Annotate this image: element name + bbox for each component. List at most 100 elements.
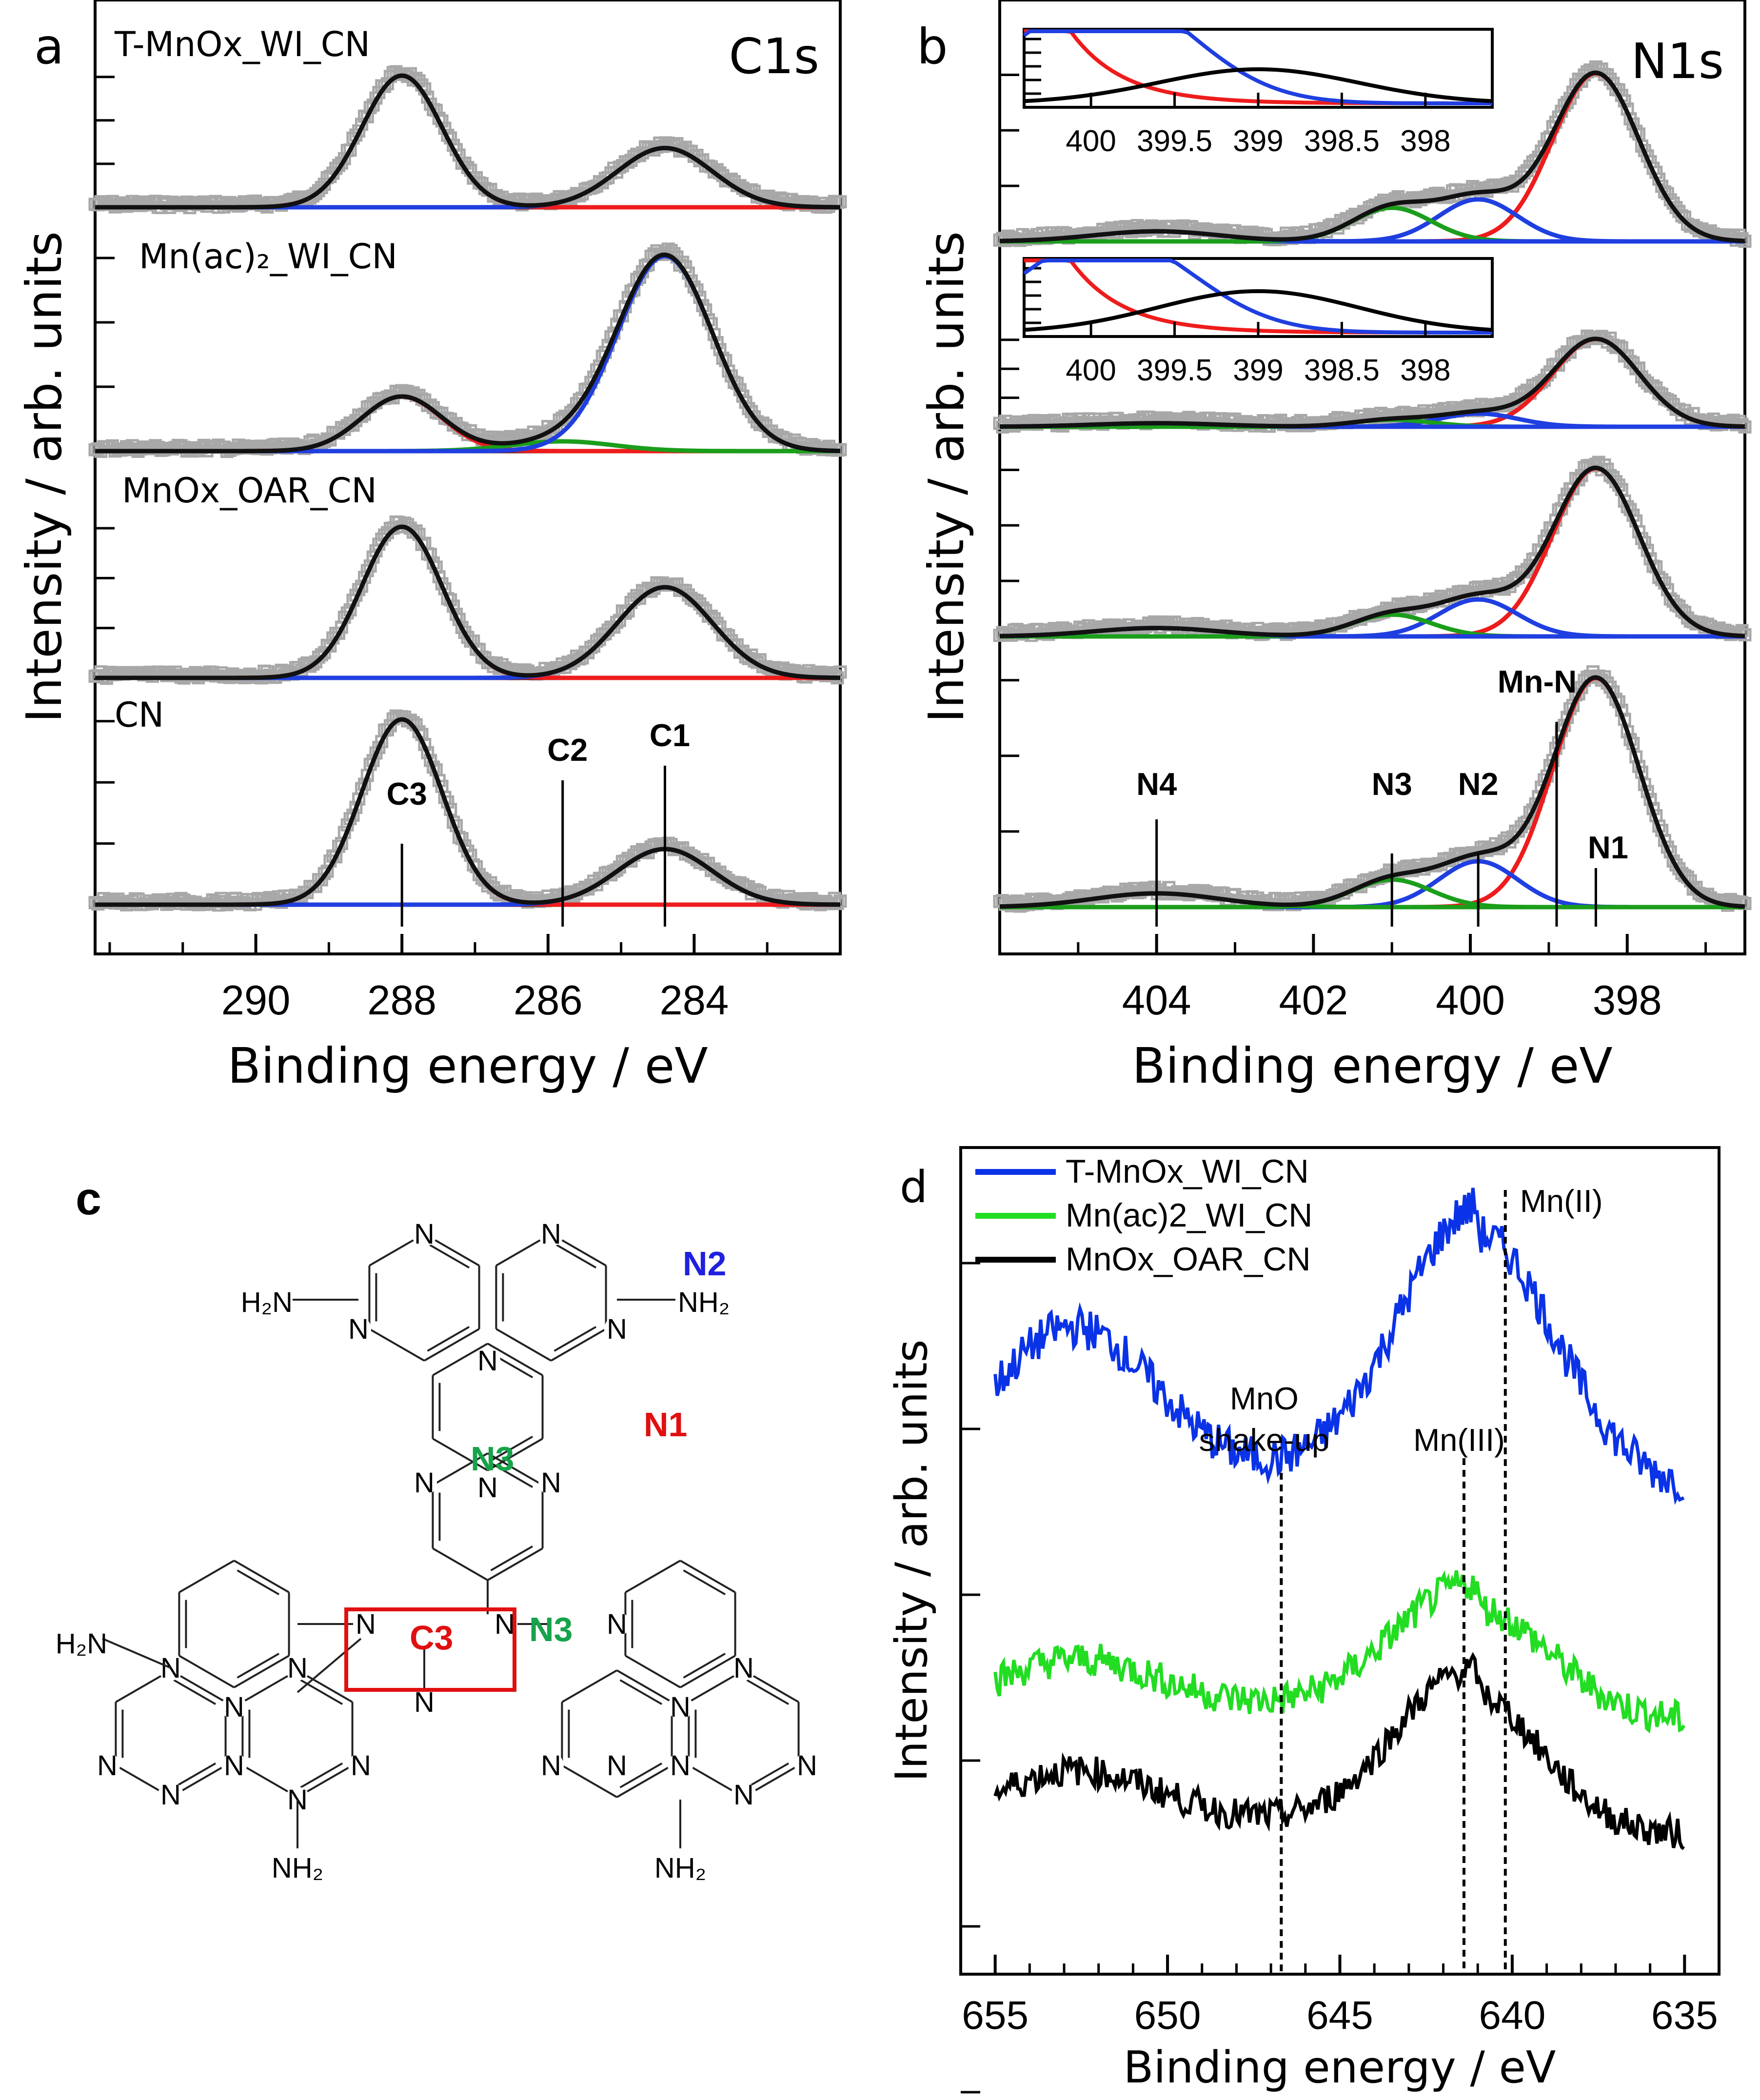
data-point [323, 639, 337, 653]
bond-double [173, 1679, 217, 1705]
legend-label: Mn(ac)2_WI_CN [1066, 1197, 1312, 1234]
inset-1: 400 399.5 399 398.5 398 [1023, 28, 1494, 158]
atom-n: N [224, 1750, 244, 1782]
peak-label-n4: N4 [1136, 766, 1177, 802]
bond [487, 1452, 543, 1486]
inset-x-tick-label: 398.5 [1304, 124, 1380, 158]
bond-double [490, 1462, 534, 1488]
atom-bg [158, 1782, 183, 1807]
bond [297, 1638, 362, 1693]
atom-bg [285, 1655, 310, 1681]
peak-label-n3: N3 [1372, 766, 1412, 802]
data-point [366, 98, 380, 112]
bond-double [490, 1545, 534, 1571]
bond [178, 1655, 235, 1688]
label-n2: N2 [683, 1245, 726, 1283]
panel-d-x-axis: 655 650 645 640 635 [962, 1955, 1718, 2038]
bond-double [619, 1679, 663, 1705]
inset-2: 400 399.5 399 398.5 398 [1023, 257, 1494, 387]
series-label-mnac2: Mn(ac)₂_WI_CN [139, 237, 397, 277]
atom-bg [668, 1694, 693, 1720]
bond [424, 1328, 480, 1362]
panel-d-letter: d [900, 1162, 928, 1213]
panel-b-n1s: b N1s 400 399.5 399 398.5 398 400 399.5 399 398.… [917, 0, 1752, 1094]
panel-a-title: C1s [729, 28, 819, 85]
spectrum-green [993, 1570, 1685, 1734]
bond-double [427, 1243, 470, 1269]
legend-label: T-MnOx_WI_CN [1066, 1153, 1309, 1190]
bond-double [683, 1569, 726, 1596]
inset-blue [1023, 29, 1493, 105]
panel-a-ylabel: Intensity / arb. units [16, 231, 73, 723]
bond [616, 1669, 672, 1703]
bond [550, 1328, 607, 1362]
bond-double [746, 1679, 790, 1705]
bond-double [427, 1326, 470, 1352]
atom-bg [668, 1753, 693, 1778]
fit-envelope [95, 717, 841, 907]
reference-label: shake-up [1199, 1422, 1329, 1458]
atom-n: N [541, 1218, 561, 1250]
atom-n: N [670, 1691, 691, 1723]
spectrum-1 [993, 60, 1752, 248]
bond-double [683, 1652, 726, 1679]
peak-label-c2: C2 [547, 732, 588, 768]
atom-n: N [541, 1750, 561, 1782]
panel-b-frame [998, 0, 1746, 955]
bond-double [173, 1762, 217, 1788]
atom-bg [475, 1475, 500, 1500]
bond [487, 1547, 543, 1581]
x-tick-label: 400 [1436, 977, 1505, 1024]
series-label-mnox-oar: MnOx_OAR_CN [122, 471, 377, 511]
panel-b-ylabel: Intensity / arb. units [918, 231, 975, 723]
atom-bg [95, 1753, 120, 1778]
x-tick-label: 284 [659, 977, 729, 1024]
atom-n: N [733, 1779, 754, 1811]
spectrum-1 [88, 65, 847, 215]
atom-bg [475, 1348, 500, 1373]
fit-envelope [95, 524, 841, 680]
atom-n: N [477, 1345, 498, 1377]
reference-label: Mn(II) [1520, 1183, 1603, 1219]
reference-label: MnO [1230, 1381, 1299, 1416]
peak-label-n2: N2 [1458, 766, 1499, 802]
fit-envelope [999, 70, 1745, 243]
inset-x-tick-label: 399 [1233, 124, 1283, 158]
atom-bg [221, 1694, 247, 1720]
amine-group: NH₂ [678, 1287, 730, 1318]
panel-b-peak-markers: N4 N3 N2 Mn-N N1 [1136, 664, 1628, 927]
x-tick-label: 398 [1593, 977, 1662, 1024]
panel-d-ylabel: Intensity / arb. units [886, 1339, 937, 1782]
atom-n: N [97, 1750, 118, 1782]
x-tick-label: 286 [514, 977, 583, 1024]
inset-x-tick-label: 400 [1066, 124, 1116, 158]
bond [432, 1452, 488, 1486]
bond-double [619, 1762, 663, 1788]
peak-label-c1: C1 [650, 717, 690, 753]
atom-n: N [414, 1467, 435, 1499]
atom-n: N [356, 1608, 376, 1640]
bond [561, 1764, 618, 1798]
bond [234, 1560, 290, 1593]
atom-bg [604, 1316, 630, 1342]
panel-b-xlabel: Binding energy / eV [1132, 1037, 1612, 1094]
bond [432, 1547, 488, 1581]
fit-envelope [999, 675, 1745, 909]
fit-envelope [999, 465, 1745, 638]
panel-d-spectra [961, 1188, 1685, 2094]
spectrum-2 [88, 242, 847, 458]
panel-d-xlabel: Binding energy / eV [1124, 2042, 1556, 2093]
atom-bg [412, 1470, 437, 1495]
bond-double [300, 1762, 343, 1788]
bond [495, 1328, 552, 1362]
bond-double [237, 1652, 280, 1679]
inset-x-tick-label: 398.5 [1304, 354, 1380, 387]
label-n3-right: N3 [529, 1610, 573, 1648]
atom-n: N [541, 1467, 561, 1499]
atom-bg [794, 1753, 820, 1778]
bond-double [237, 1569, 280, 1596]
raw-data-points [88, 65, 847, 215]
